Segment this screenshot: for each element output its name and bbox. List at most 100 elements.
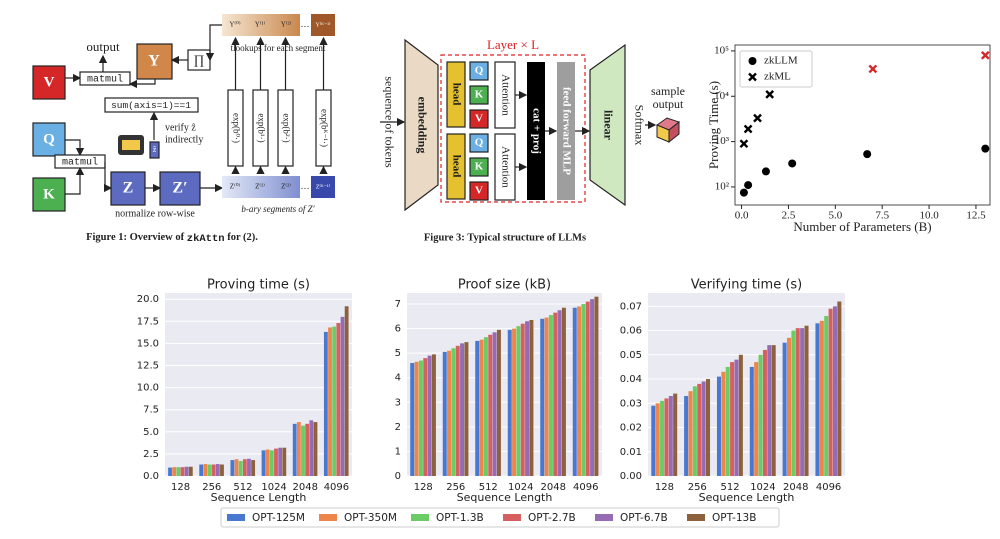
bar bbox=[483, 337, 488, 476]
plot-background bbox=[407, 293, 602, 476]
v-label: V bbox=[475, 185, 483, 197]
bar bbox=[247, 458, 251, 476]
y-segment-label: Y⁽¹⁾ bbox=[255, 20, 266, 29]
arrow bbox=[65, 166, 85, 195]
sample-label: output bbox=[653, 97, 684, 111]
bar bbox=[525, 321, 530, 476]
z-segment-label: Z⁽ᴷ⁻¹⁾ bbox=[316, 183, 331, 190]
x-axis-label: Sequence Length bbox=[211, 491, 307, 504]
bar bbox=[516, 326, 521, 476]
y-tick-label: 0.00 bbox=[620, 471, 642, 482]
y-tick-label: 2 bbox=[395, 422, 401, 433]
y-segments-bar bbox=[222, 14, 300, 36]
z-segment-label: Z⁽¹⁾ bbox=[255, 182, 265, 191]
dot-marker bbox=[981, 144, 990, 153]
bar bbox=[684, 396, 689, 476]
z-segments-bar bbox=[222, 176, 300, 198]
y-tick-label: 20.0 bbox=[137, 294, 159, 305]
legend-swatch bbox=[319, 514, 337, 521]
bar bbox=[215, 464, 220, 476]
segments-caption: b-ary segments of Z′ bbox=[241, 204, 315, 214]
bar bbox=[180, 467, 185, 476]
bar bbox=[464, 342, 469, 476]
y-tick-label: 0.06 bbox=[620, 326, 642, 337]
q-box bbox=[469, 61, 489, 81]
attention-label: Attention bbox=[499, 146, 511, 188]
v-box bbox=[469, 109, 489, 129]
output-label: output bbox=[86, 39, 120, 54]
bar bbox=[496, 329, 501, 476]
x-tick-label: 128 bbox=[655, 482, 674, 493]
legend-label: OPT-2.7B bbox=[528, 512, 576, 524]
bar bbox=[188, 466, 193, 476]
q-label: Q bbox=[43, 131, 55, 147]
cat-proj-label: cat + proj bbox=[530, 108, 542, 154]
legend-label: OPT-350M bbox=[344, 512, 397, 524]
bar bbox=[447, 350, 452, 476]
legend-label: OPT-13B bbox=[712, 512, 756, 524]
x-tick-label: 512 bbox=[233, 482, 252, 493]
x-tick-label: 0.0 bbox=[735, 210, 749, 222]
head-label: head bbox=[450, 83, 462, 106]
x-axis-label: Sequence Length bbox=[457, 491, 553, 504]
q-box bbox=[469, 133, 489, 153]
y-tick-label: 0.03 bbox=[620, 398, 642, 409]
x-tick-label: 128 bbox=[171, 482, 190, 493]
bar bbox=[706, 379, 711, 476]
embedding-label: embedding bbox=[415, 97, 429, 154]
z-prime-label: Z′ bbox=[172, 180, 187, 197]
y-tick-label: 1 bbox=[395, 446, 401, 457]
x-tick-label: 4096 bbox=[816, 482, 841, 493]
bar bbox=[418, 360, 423, 476]
x-tick-label: 256 bbox=[688, 482, 707, 493]
x-tick-label: 128 bbox=[414, 482, 433, 493]
y-tick-label: 0.02 bbox=[620, 423, 642, 434]
bar bbox=[296, 422, 301, 476]
bar bbox=[795, 328, 800, 476]
k-box bbox=[32, 177, 66, 212]
sample-label: sample bbox=[651, 84, 685, 98]
attention-label: Attention bbox=[499, 74, 511, 116]
bar bbox=[203, 464, 208, 476]
bar bbox=[716, 376, 721, 476]
x-marker bbox=[753, 113, 762, 123]
bar bbox=[734, 359, 739, 476]
x-axis-label: Number of Parameters (B) bbox=[793, 219, 931, 234]
bar bbox=[767, 345, 772, 476]
y-tick-label: 7.5 bbox=[143, 405, 159, 416]
bar bbox=[800, 328, 805, 476]
legend-box bbox=[220, 507, 780, 528]
bar bbox=[323, 331, 328, 476]
legend-label: OPT-125M bbox=[252, 512, 305, 524]
bar bbox=[507, 329, 512, 476]
x-tick-label: 4096 bbox=[324, 482, 349, 493]
legend-swatch bbox=[595, 514, 613, 521]
bar bbox=[688, 391, 693, 476]
y-tick-label: 15.0 bbox=[137, 338, 159, 349]
y-tick-label: 10³ bbox=[715, 135, 730, 147]
y-tick-label: 10² bbox=[715, 180, 730, 192]
bar bbox=[520, 323, 525, 476]
x-tick-label: 10.0 bbox=[919, 210, 939, 222]
bar bbox=[431, 354, 436, 476]
legend-label: OPT-6.7B bbox=[620, 512, 668, 524]
bar bbox=[832, 306, 837, 476]
y-segment-last bbox=[311, 14, 335, 36]
y-axis-label: Proving Time (s) bbox=[706, 81, 721, 169]
legend-label: OPT-1.3B bbox=[436, 512, 484, 524]
verifier-icon bbox=[122, 140, 140, 150]
bar bbox=[238, 460, 243, 476]
bar bbox=[344, 306, 349, 476]
x-axis-label: Sequence Length bbox=[699, 491, 795, 504]
y-tick-label: 17.5 bbox=[137, 316, 159, 327]
bar bbox=[211, 464, 216, 476]
y-tick-label: 4 bbox=[395, 373, 401, 384]
legend-swatch bbox=[227, 514, 245, 521]
head-label: head bbox=[450, 155, 462, 178]
bar bbox=[697, 383, 702, 476]
normalize-label: normalize row-wise bbox=[115, 208, 195, 219]
dot-marker bbox=[744, 181, 753, 190]
arrow bbox=[65, 139, 85, 157]
bar bbox=[660, 400, 665, 476]
